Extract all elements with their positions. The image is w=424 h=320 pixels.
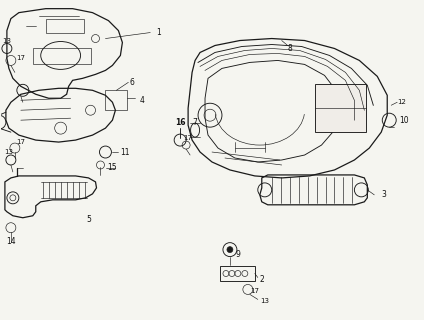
Text: 17: 17 [250,288,259,294]
Text: 14: 14 [6,237,16,246]
Bar [46,19,84,33]
Text: 15: 15 [108,164,117,172]
Text: 17: 17 [17,139,25,145]
Bar [106,90,127,110]
Text: 5: 5 [86,215,91,224]
Text: 16: 16 [175,118,185,127]
Text: 7: 7 [192,118,198,127]
Text: 17: 17 [17,55,25,61]
Text: 13: 13 [3,37,11,44]
Text: 13: 13 [260,298,269,304]
Circle shape [227,247,233,252]
Text: 3: 3 [382,190,387,199]
Bar [315,84,366,132]
Text: 4: 4 [140,96,145,105]
Text: 13: 13 [4,149,14,155]
Text: 2: 2 [259,275,264,284]
Text: 6: 6 [130,78,135,87]
Text: 10: 10 [399,116,409,125]
Text: 17: 17 [184,135,192,141]
Text: 1: 1 [156,28,161,37]
Text: 11: 11 [120,148,130,156]
Bar [220,266,255,282]
Text: 8: 8 [287,44,292,53]
Text: 12: 12 [397,99,406,105]
Text: 9: 9 [235,250,240,259]
